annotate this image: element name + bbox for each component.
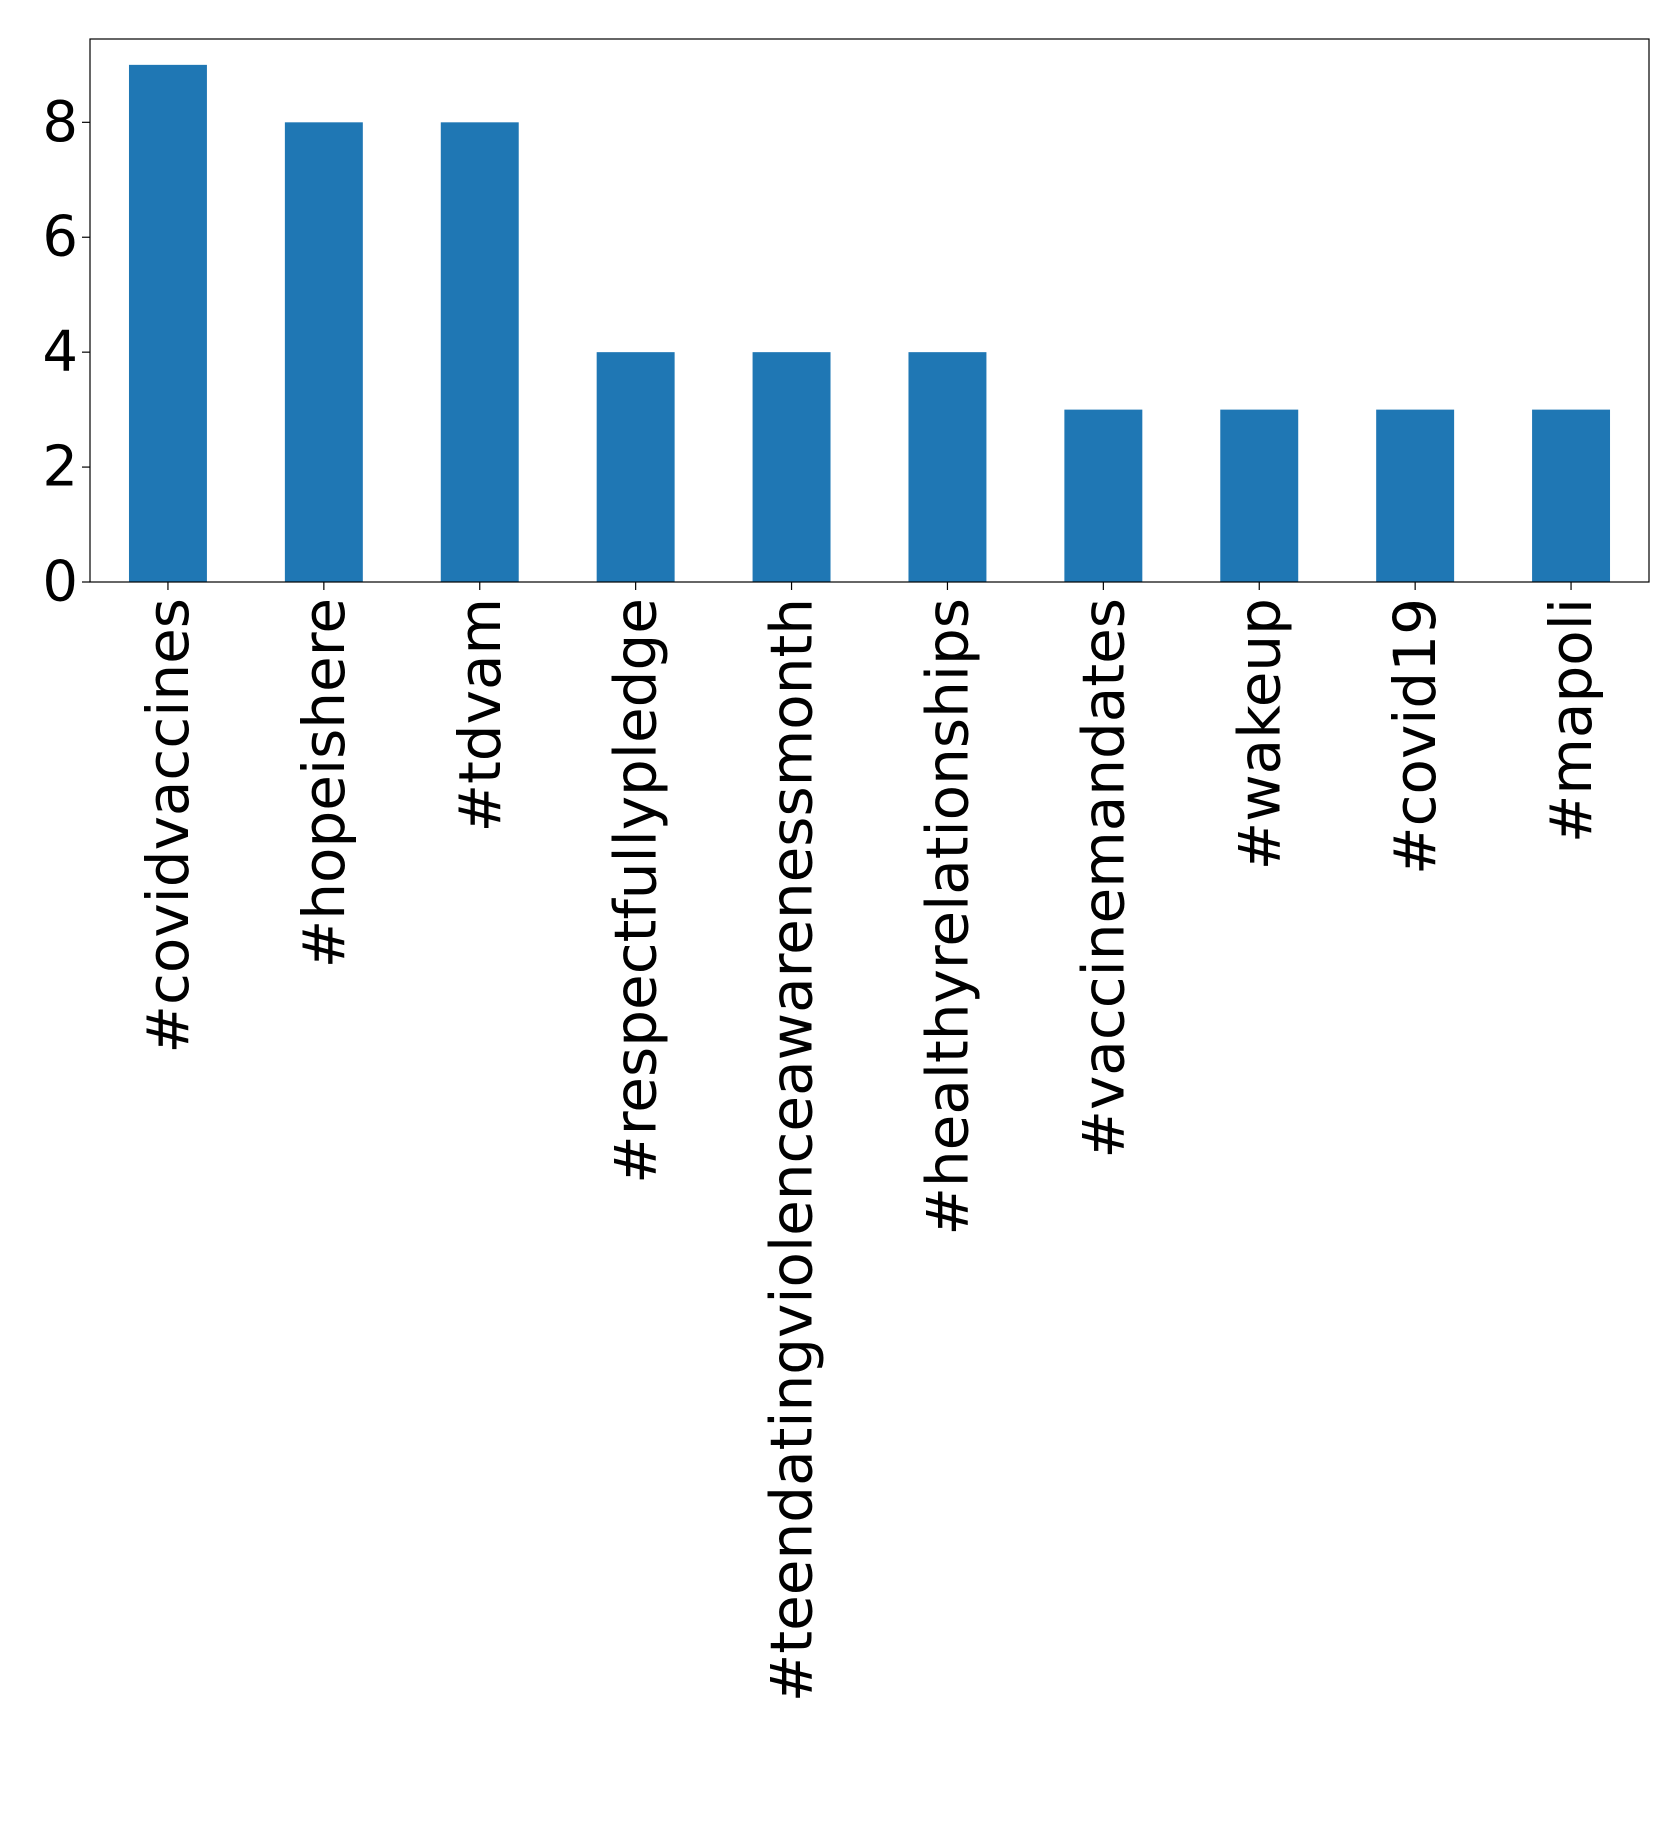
x-tick-label: #hopeishere	[290, 598, 358, 968]
bar	[1064, 409, 1143, 582]
y-tick-label: 4	[42, 320, 78, 385]
x-tick-label: #covidvaccines	[134, 598, 202, 1054]
x-tick-label: #vaccinemandates	[1069, 598, 1137, 1159]
x-tick-label: #respectfullypledge	[602, 598, 670, 1184]
x-tick-label: #covid19	[1381, 598, 1449, 875]
bar	[284, 122, 363, 583]
bar	[908, 352, 987, 582]
bar	[596, 352, 675, 582]
x-tick-label: #healthyrelationships	[913, 598, 981, 1236]
bar	[440, 122, 519, 583]
plot-frame	[89, 38, 1650, 583]
bar	[1376, 409, 1455, 582]
y-tick-label: 2	[42, 435, 78, 500]
bars-layer	[128, 64, 1611, 583]
x-tick-label: #tdvam	[446, 598, 514, 833]
bar	[1532, 409, 1611, 582]
axes-layer	[89, 38, 1650, 583]
y-tick-label: 6	[42, 205, 78, 270]
x-tick-label: #wakeup	[1225, 598, 1293, 870]
bar	[752, 352, 831, 582]
y-tick-label: 8	[42, 90, 78, 155]
x-tick-label: #teendatingviolenceawarenessmonth	[758, 598, 826, 1702]
x-tick-label: #mapoli	[1537, 598, 1605, 843]
bar	[1220, 409, 1299, 582]
x-axis-ticks: #covidvaccines #hopeishere #tdvam #respectf…	[134, 582, 1605, 1702]
y-tick-label: 0	[42, 550, 78, 615]
bar	[128, 64, 207, 583]
y-axis-ticks: 0 2 4 6 8	[42, 90, 90, 615]
